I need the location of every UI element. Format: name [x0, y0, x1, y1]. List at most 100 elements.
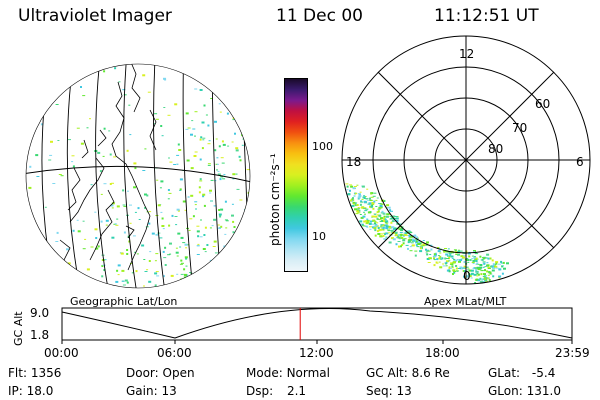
- emission-pixel: [484, 280, 488, 282]
- emission-pixel: [453, 261, 456, 264]
- emission-pixel: [76, 219, 79, 221]
- altitude-ytick-1-8: 1.8: [30, 328, 49, 342]
- emission-pixel: [382, 213, 386, 215]
- emission-pixel: [445, 265, 448, 267]
- emission-pixel: [105, 224, 108, 226]
- colorbar-tick-100: 100: [312, 140, 333, 153]
- emission-pixel: [467, 261, 470, 263]
- emission-pixel: [380, 204, 384, 205]
- emission-pixel: [174, 216, 178, 217]
- emission-pixel: [452, 269, 456, 272]
- emission-pixel: [385, 236, 388, 238]
- emission-pixel: [179, 178, 183, 181]
- emission-pixel: [481, 278, 484, 281]
- emission-pixel: [477, 273, 480, 276]
- emission-pixel: [60, 175, 64, 177]
- status-mode-label: Mode:: [246, 366, 283, 380]
- status-seq: Seq: 13: [366, 384, 412, 398]
- emission-pixel: [346, 189, 349, 191]
- emission-pixel: [216, 163, 219, 165]
- emission-pixel: [482, 276, 486, 277]
- emission-pixel: [236, 188, 240, 190]
- emission-pixel: [207, 163, 211, 165]
- emission-pixel: [502, 261, 505, 264]
- emission-pixel: [374, 234, 377, 237]
- emission-pixel: [402, 235, 405, 237]
- emission-pixel: [193, 155, 197, 157]
- emission-pixel: [365, 220, 368, 223]
- emission-pixel: [420, 244, 423, 246]
- emission-pixel: [355, 213, 359, 215]
- emission-pixel: [455, 259, 458, 262]
- status-seq-value: 13: [396, 384, 412, 398]
- emission-pixel: [117, 274, 120, 276]
- emission-pixel: [383, 218, 386, 221]
- emission-pixel: [475, 257, 478, 260]
- emission-pixel: [463, 265, 466, 268]
- status-glon-label: GLon:: [488, 384, 523, 398]
- emission-pixel: [167, 254, 171, 256]
- polar-grid: [341, 35, 591, 285]
- geographic-map: [25, 63, 251, 289]
- emission-pixel: [385, 220, 389, 223]
- status-ip-value: 18.0: [26, 384, 54, 398]
- emission-pixel: [379, 217, 383, 220]
- emission-pixel: [392, 228, 396, 230]
- emission-pixel: [221, 162, 225, 164]
- emission-pixel: [390, 229, 394, 232]
- emission-pixel: [86, 268, 90, 271]
- emission-pixel: [164, 246, 167, 249]
- status-mode: Mode: Normal: [246, 366, 330, 380]
- emission-pixel: [213, 240, 217, 243]
- emission-pixel: [187, 127, 191, 129]
- emission-pixel: [449, 263, 452, 265]
- emission-pixel: [218, 209, 221, 211]
- emission-pixel: [426, 258, 430, 260]
- emission-pixel: [220, 157, 224, 159]
- emission-pixel: [398, 229, 401, 231]
- emission-pixel: [412, 239, 416, 242]
- emission-pixel: [207, 143, 211, 145]
- emission-pixel: [114, 67, 117, 70]
- emission-pixel: [104, 259, 107, 261]
- status-door-value: Open: [162, 366, 195, 380]
- emission-pixel: [163, 107, 166, 108]
- emission-pixel: [161, 217, 164, 220]
- instrument-title: Ultraviolet Imager: [18, 6, 172, 26]
- emission-pixel: [409, 250, 413, 252]
- emission-pixel: [176, 154, 180, 156]
- emission-pixel: [179, 263, 183, 265]
- emission-pixel: [231, 141, 234, 143]
- status-dsp: Dsp: 2.1: [246, 384, 306, 398]
- emission-pixel: [385, 215, 389, 218]
- emission-pixel: [430, 248, 433, 251]
- emission-pixel: [433, 253, 436, 256]
- emission-pixel: [407, 241, 410, 244]
- emission-pixel: [135, 270, 138, 273]
- emission-pixel: [121, 269, 125, 272]
- emission-pixel: [369, 205, 371, 208]
- emission-pixel: [384, 224, 388, 227]
- emission-pixel: [57, 140, 60, 141]
- emission-pixel: [203, 204, 206, 207]
- emission-pixel: [455, 265, 457, 267]
- emission-pixel: [201, 121, 205, 124]
- status-glat: GLat: -5.4: [488, 366, 555, 380]
- emission-pixel: [358, 195, 362, 197]
- emission-pixel: [433, 259, 436, 261]
- emission-pixel: [451, 257, 454, 259]
- emission-pixel: [485, 257, 488, 259]
- emission-pixel: [148, 280, 152, 283]
- emission-pixel: [397, 236, 400, 239]
- emission-pixel: [58, 174, 62, 175]
- emission-pixel: [503, 267, 506, 270]
- emission-pixel: [142, 74, 146, 77]
- emission-pixel: [215, 163, 218, 165]
- emission-pixel: [133, 162, 137, 165]
- emission-pixel: [50, 140, 53, 143]
- emission-pixel: [126, 253, 129, 255]
- emission-pixel: [498, 275, 502, 278]
- emission-pixel: [491, 269, 495, 272]
- emission-pixel: [457, 249, 460, 251]
- emission-pixel: [436, 258, 439, 261]
